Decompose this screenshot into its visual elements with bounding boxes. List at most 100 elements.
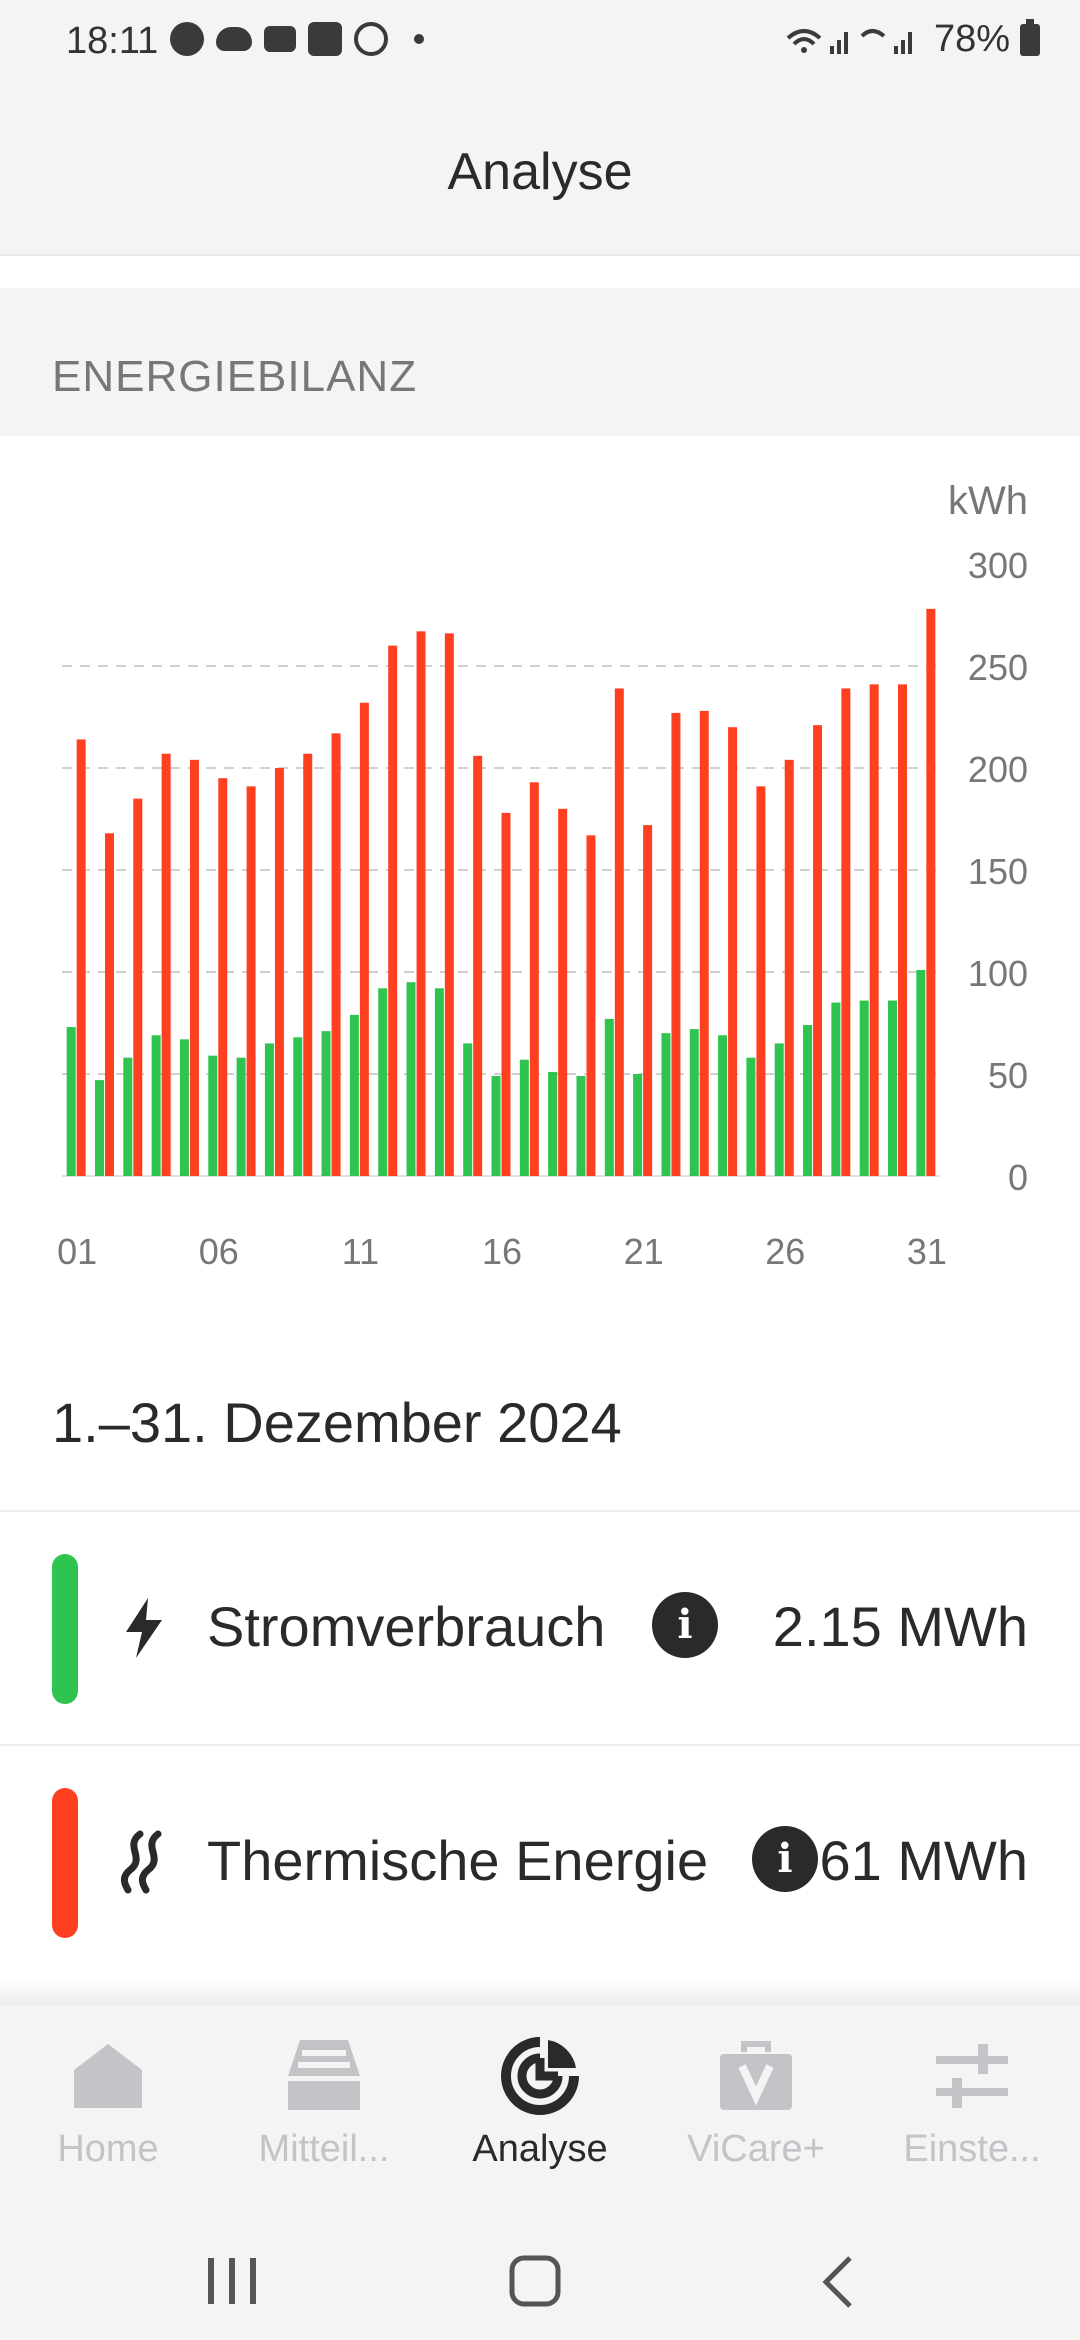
bar-electricity[interactable] bbox=[548, 1071, 558, 1176]
y-tick-label: 0 bbox=[1008, 1157, 1028, 1198]
bar-thermal[interactable] bbox=[359, 702, 369, 1176]
bar-electricity[interactable] bbox=[293, 1037, 303, 1176]
info-icon[interactable]: i bbox=[752, 1826, 818, 1892]
account-icon bbox=[170, 22, 204, 56]
bar-thermal[interactable] bbox=[388, 645, 398, 1176]
recent-apps-button[interactable] bbox=[208, 2258, 256, 2304]
back-button[interactable] bbox=[822, 2256, 852, 2308]
electricity-color-marker bbox=[52, 1554, 78, 1704]
bar-electricity[interactable] bbox=[774, 1043, 784, 1176]
bar-thermal[interactable] bbox=[699, 710, 709, 1176]
home-button[interactable] bbox=[509, 2255, 561, 2307]
spacer bbox=[0, 258, 1080, 288]
bar-electricity[interactable] bbox=[803, 1025, 813, 1176]
bar-electricity[interactable] bbox=[859, 1000, 869, 1176]
more-notifications-icon bbox=[414, 34, 424, 44]
bar-electricity[interactable] bbox=[66, 1027, 76, 1176]
nav-item-vicare-plus[interactable]: ViCare+ bbox=[648, 2006, 864, 2216]
bar-electricity[interactable] bbox=[378, 988, 388, 1176]
bar-thermal[interactable] bbox=[728, 727, 738, 1176]
bar-thermal[interactable] bbox=[76, 739, 86, 1176]
bar-thermal[interactable] bbox=[898, 684, 908, 1176]
bar-thermal[interactable] bbox=[586, 835, 596, 1176]
bar-electricity[interactable] bbox=[264, 1043, 274, 1176]
bar-electricity[interactable] bbox=[916, 969, 926, 1176]
y-tick-label: 300 bbox=[968, 545, 1028, 586]
bar-thermal[interactable] bbox=[218, 778, 228, 1176]
bar-thermal[interactable] bbox=[331, 733, 341, 1176]
bar-thermal[interactable] bbox=[104, 833, 114, 1176]
bar-electricity[interactable] bbox=[519, 1059, 529, 1176]
info-icon[interactable]: i bbox=[652, 1592, 718, 1658]
bar-electricity[interactable] bbox=[123, 1057, 133, 1176]
bar-electricity[interactable] bbox=[633, 1074, 643, 1176]
bar-thermal[interactable] bbox=[813, 725, 823, 1176]
bar-thermal[interactable] bbox=[416, 631, 426, 1176]
bar-thermal[interactable] bbox=[926, 608, 936, 1176]
bar-thermal[interactable] bbox=[671, 712, 681, 1176]
bar-electricity[interactable] bbox=[491, 1076, 501, 1176]
bar-electricity[interactable] bbox=[406, 982, 416, 1176]
thermal-color-marker bbox=[52, 1788, 78, 1938]
status-bar: 18:11 78% bbox=[0, 0, 1080, 84]
legend-row-electricity[interactable]: Stromverbrauch i 2.15 MWh bbox=[0, 1512, 1080, 1742]
energy-balance-chart[interactable]: 300 250 200 150 100 50 0 01 06 11 16 21 26 31 kWh bbox=[0, 436, 1080, 1336]
system-icons: 78% bbox=[784, 18, 1040, 61]
bar-thermal[interactable] bbox=[444, 633, 454, 1176]
briefcase-icon bbox=[720, 2041, 792, 2110]
bar-thermal[interactable] bbox=[529, 782, 539, 1176]
nav-label: Mitteil... bbox=[258, 2128, 390, 2170]
app-header: Analyse bbox=[0, 84, 1080, 256]
nav-item-messages[interactable]: Mitteil... bbox=[216, 2006, 432, 2216]
bar-thermal[interactable] bbox=[756, 786, 766, 1176]
bar-electricity[interactable] bbox=[434, 988, 444, 1176]
app-icon bbox=[308, 22, 342, 56]
bar-electricity[interactable] bbox=[321, 1031, 331, 1176]
sliders-icon bbox=[936, 2044, 1008, 2108]
bar-electricity[interactable] bbox=[576, 1076, 586, 1176]
home-icon bbox=[74, 2044, 142, 2108]
x-tick-label: 26 bbox=[765, 1231, 805, 1272]
bar-electricity[interactable] bbox=[718, 1035, 728, 1176]
bar-thermal[interactable] bbox=[784, 759, 794, 1176]
x-tick-label: 06 bbox=[199, 1231, 239, 1272]
bar-electricity[interactable] bbox=[746, 1057, 756, 1176]
bar-electricity[interactable] bbox=[349, 1014, 359, 1176]
bar-thermal[interactable] bbox=[643, 825, 653, 1176]
bar-thermal[interactable] bbox=[501, 812, 511, 1176]
nav-item-settings[interactable]: Einste... bbox=[864, 2006, 1080, 2216]
bar-electricity[interactable] bbox=[689, 1029, 699, 1176]
bar-thermal[interactable] bbox=[303, 753, 313, 1176]
legend-row-thermal[interactable]: Thermische Energie 61 MWh i bbox=[0, 1746, 1080, 1976]
bar-thermal[interactable] bbox=[133, 798, 143, 1176]
bar-thermal[interactable] bbox=[473, 755, 483, 1176]
system-nav-bar bbox=[0, 2216, 1080, 2340]
bar-electricity[interactable] bbox=[208, 1055, 218, 1176]
bar-electricity[interactable] bbox=[604, 1018, 614, 1176]
nav-item-home[interactable]: Home bbox=[0, 2006, 216, 2216]
battery-percentage: 78% bbox=[933, 18, 1010, 60]
section-header: ENERGIEBILANZ bbox=[0, 288, 1080, 436]
bar-thermal[interactable] bbox=[869, 684, 879, 1176]
y-tick-label: 50 bbox=[988, 1055, 1028, 1096]
bar-electricity[interactable] bbox=[463, 1043, 473, 1176]
y-tick-label: 200 bbox=[968, 749, 1028, 790]
bar-thermal[interactable] bbox=[246, 786, 256, 1176]
bar-electricity[interactable] bbox=[236, 1057, 246, 1176]
bar-electricity[interactable] bbox=[151, 1035, 161, 1176]
bar-electricity[interactable] bbox=[661, 1033, 671, 1176]
bar-electricity[interactable] bbox=[831, 1002, 841, 1176]
bar-thermal[interactable] bbox=[841, 688, 851, 1176]
signal-icon bbox=[786, 28, 912, 54]
electricity-label: Stromverbrauch bbox=[207, 1595, 606, 1658]
notification-icons bbox=[170, 22, 424, 56]
bar-thermal[interactable] bbox=[161, 753, 171, 1176]
bar-thermal[interactable] bbox=[189, 759, 199, 1176]
bar-electricity[interactable] bbox=[179, 1039, 189, 1176]
bar-thermal[interactable] bbox=[614, 688, 624, 1176]
bar-electricity[interactable] bbox=[888, 1000, 898, 1176]
nav-item-analysis[interactable]: Analyse bbox=[432, 2006, 648, 2216]
bar-thermal[interactable] bbox=[558, 808, 568, 1176]
bar-thermal[interactable] bbox=[274, 768, 284, 1176]
bar-electricity[interactable] bbox=[94, 1080, 104, 1176]
